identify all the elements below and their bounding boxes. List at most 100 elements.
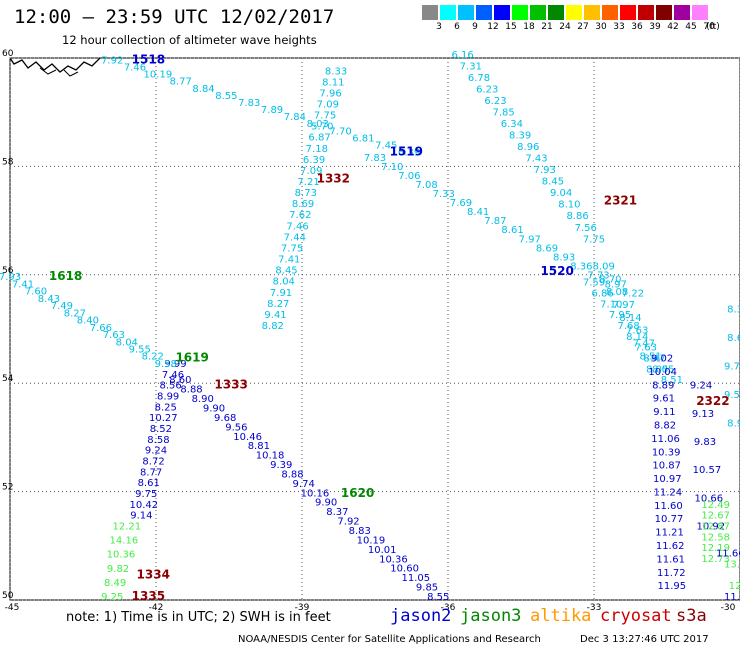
wave-height-value: 8.51 <box>639 351 661 362</box>
page-subtitle: 12 hour collection of altimeter wave hei… <box>62 33 317 47</box>
wave-height-value: 11.8 <box>724 592 740 603</box>
wave-height-value: 11.21 <box>655 528 684 539</box>
scale-swatch <box>692 5 708 20</box>
wave-height-value: 7.31 <box>460 62 482 73</box>
wave-height-value: 8.84 <box>192 84 214 95</box>
wave-height-value: 7.41 <box>278 255 300 266</box>
pass-label: 1335 <box>132 589 165 603</box>
scale-label: 36 <box>631 22 643 32</box>
wave-height-value: 12.49 <box>701 500 730 511</box>
wave-height-value: 7.10 <box>600 299 622 310</box>
wave-height-value: 7.18 <box>306 144 328 155</box>
wave-height-value: 8.11 <box>322 77 344 88</box>
wave-height-value: 6.34 <box>501 119 523 130</box>
wave-height-value: 7.60 <box>25 287 47 298</box>
wave-height-value: 8.22 <box>142 352 164 363</box>
wave-height-value: 7.22 <box>622 288 644 299</box>
wave-height-value: 8.09 <box>593 261 615 272</box>
map-grid <box>9 57 740 601</box>
wave-height-value: 9.83 <box>694 437 716 448</box>
lat-tick-label: 52 <box>2 483 13 493</box>
wave-height-value: 8.72 <box>142 457 164 468</box>
page-title: 12:00 – 23:59 UTC 12/02/2017 <box>14 6 335 28</box>
wave-height-value: 7.47 <box>633 339 655 350</box>
scale-label: 12 <box>487 22 499 32</box>
wave-height-value: 6.39 <box>303 155 325 166</box>
coastline <box>9 57 101 73</box>
pass-1518: 7.927.4610.198.778.848.557.837.897.848.0… <box>101 55 420 158</box>
pass-2322-e: 8.3 8.6 9.76 9.57 8.9 <box>724 305 740 430</box>
wave-height-value: 7.93 <box>534 165 556 176</box>
wave-height-value: 7.87 <box>484 216 506 227</box>
wave-height-value: 7.49 <box>51 301 73 312</box>
scale-unit: (ft) <box>706 22 720 32</box>
wave-height-value: 8.08 <box>606 287 628 298</box>
wave-height-value: 9.85 <box>416 583 438 594</box>
pass-1332-north: 8.338.117.967.097.755.706.877.186.397.09… <box>262 66 348 332</box>
scale-swatch <box>548 5 564 20</box>
scale-swatch <box>422 5 438 20</box>
wave-height-value: 8.56 <box>159 381 181 392</box>
scale-swatch <box>584 5 600 20</box>
wave-height-value: 8.43 <box>38 294 60 305</box>
wave-height-value: 7.73 <box>587 270 609 281</box>
wave-height-value: 7.93 <box>0 272 21 283</box>
wave-height-value: 9.90 <box>315 498 337 509</box>
footer-note: note: 1) Time is in UTC; 2) SWH is in fe… <box>66 610 331 625</box>
wave-height-value: 12.73 <box>701 554 730 565</box>
scale-swatch <box>458 5 474 20</box>
pass-2322-a: 9.02 10.04 8.89 9.61 9.11 8.82 11.06 10.39 10.87… <box>648 354 686 593</box>
satellite-altika: altika <box>530 606 592 626</box>
satellite-cryosat: cryosat <box>600 606 672 626</box>
wave-height-value: 7.95 <box>609 310 631 321</box>
lat-tick-label: 50 <box>2 591 14 601</box>
scale-swatch <box>476 5 492 20</box>
footer-timestamp: Dec 3 13:27:46 UTC 2017 <box>580 634 709 645</box>
wave-height-value: 7.91 <box>270 288 292 299</box>
wave-height-value: 7.62 <box>289 210 311 221</box>
wave-height-value: 11.61 <box>656 554 685 565</box>
wave-height-value: 9.68 <box>214 413 236 424</box>
wave-height-value: 7.09 <box>317 99 339 110</box>
wave-height-value: 7.75 <box>314 111 336 122</box>
wave-height-value: 13.7 <box>724 559 740 570</box>
wave-height-value: 7.46 <box>286 221 308 232</box>
wave-height-value: 7.97 <box>519 234 541 245</box>
lon-tick-label: -36 <box>441 603 456 613</box>
wave-height-value: 12.21 <box>112 522 141 533</box>
wave-height-value: 7.08 <box>415 180 437 191</box>
footer-credit: NOAA/NESDIS Center for Satellite Applica… <box>238 634 541 645</box>
scale-label: 6 <box>454 22 460 32</box>
satellite-s3a: s3a <box>676 606 707 626</box>
scale-label: 27 <box>577 22 589 32</box>
wave-height-value: 7.06 <box>398 171 420 182</box>
wave-height-value: 7.45 <box>375 140 397 151</box>
coastline-islands <box>39 67 79 77</box>
wave-height-value: 9.55 <box>129 344 151 355</box>
wave-height-value: 7.46 <box>162 370 184 381</box>
scale-label: 30 <box>595 22 607 32</box>
wave-height-value: 8.99 <box>157 391 179 402</box>
wave-height-value: 12.19 <box>701 543 730 554</box>
wave-height-value: 8.70 <box>599 274 621 285</box>
wave-height-value: 9.02 <box>651 354 673 365</box>
lat-tick-label: 56 <box>2 266 14 276</box>
wave-height-value: 14.16 <box>110 536 139 547</box>
map-tracks: 7.927.4610.198.778.848.557.837.897.848.0… <box>0 50 740 603</box>
wave-height-value: 8.88 <box>180 385 202 396</box>
wave-height-value: 7.63 <box>626 326 648 337</box>
scale-label: 3 <box>436 22 442 32</box>
wave-height-value: 7.41 <box>12 279 34 290</box>
wave-height-value: 9.11 <box>653 407 675 418</box>
pass-2322-f: 13.7 12 <box>724 559 740 592</box>
wave-height-value: 11.05 <box>402 573 431 584</box>
wave-height-value: 8.88 <box>281 469 303 480</box>
wave-height-value: 7.68 <box>617 321 639 332</box>
wave-height-value: 12 <box>729 581 740 592</box>
scale-swatch <box>530 5 546 20</box>
wave-height-value: 10.18 <box>256 451 285 462</box>
wave-height-value: 8.33 <box>325 66 347 77</box>
wave-height-value: 9.75 <box>135 489 157 500</box>
wave-height-value: 8.90 <box>192 394 214 405</box>
scale-label: 18 <box>523 22 535 32</box>
